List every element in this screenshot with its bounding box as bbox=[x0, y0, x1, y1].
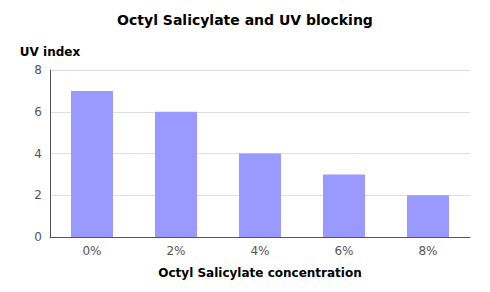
svg-text:8%: 8% bbox=[418, 244, 437, 258]
svg-text:6: 6 bbox=[34, 105, 42, 119]
svg-text:UV index: UV index bbox=[20, 45, 81, 59]
svg-text:Octyl Salicylate and UV blocki: Octyl Salicylate and UV blocking bbox=[117, 12, 373, 28]
svg-text:6%: 6% bbox=[334, 244, 353, 258]
svg-text:0%: 0% bbox=[82, 244, 101, 258]
svg-text:Octyl Salicylate concentration: Octyl Salicylate concentration bbox=[158, 266, 361, 280]
svg-text:0: 0 bbox=[34, 230, 42, 244]
svg-text:2: 2 bbox=[34, 188, 42, 202]
svg-text:4%: 4% bbox=[250, 244, 269, 258]
svg-text:4: 4 bbox=[34, 147, 42, 161]
svg-text:2%: 2% bbox=[166, 244, 185, 258]
svg-text:8: 8 bbox=[34, 63, 42, 77]
